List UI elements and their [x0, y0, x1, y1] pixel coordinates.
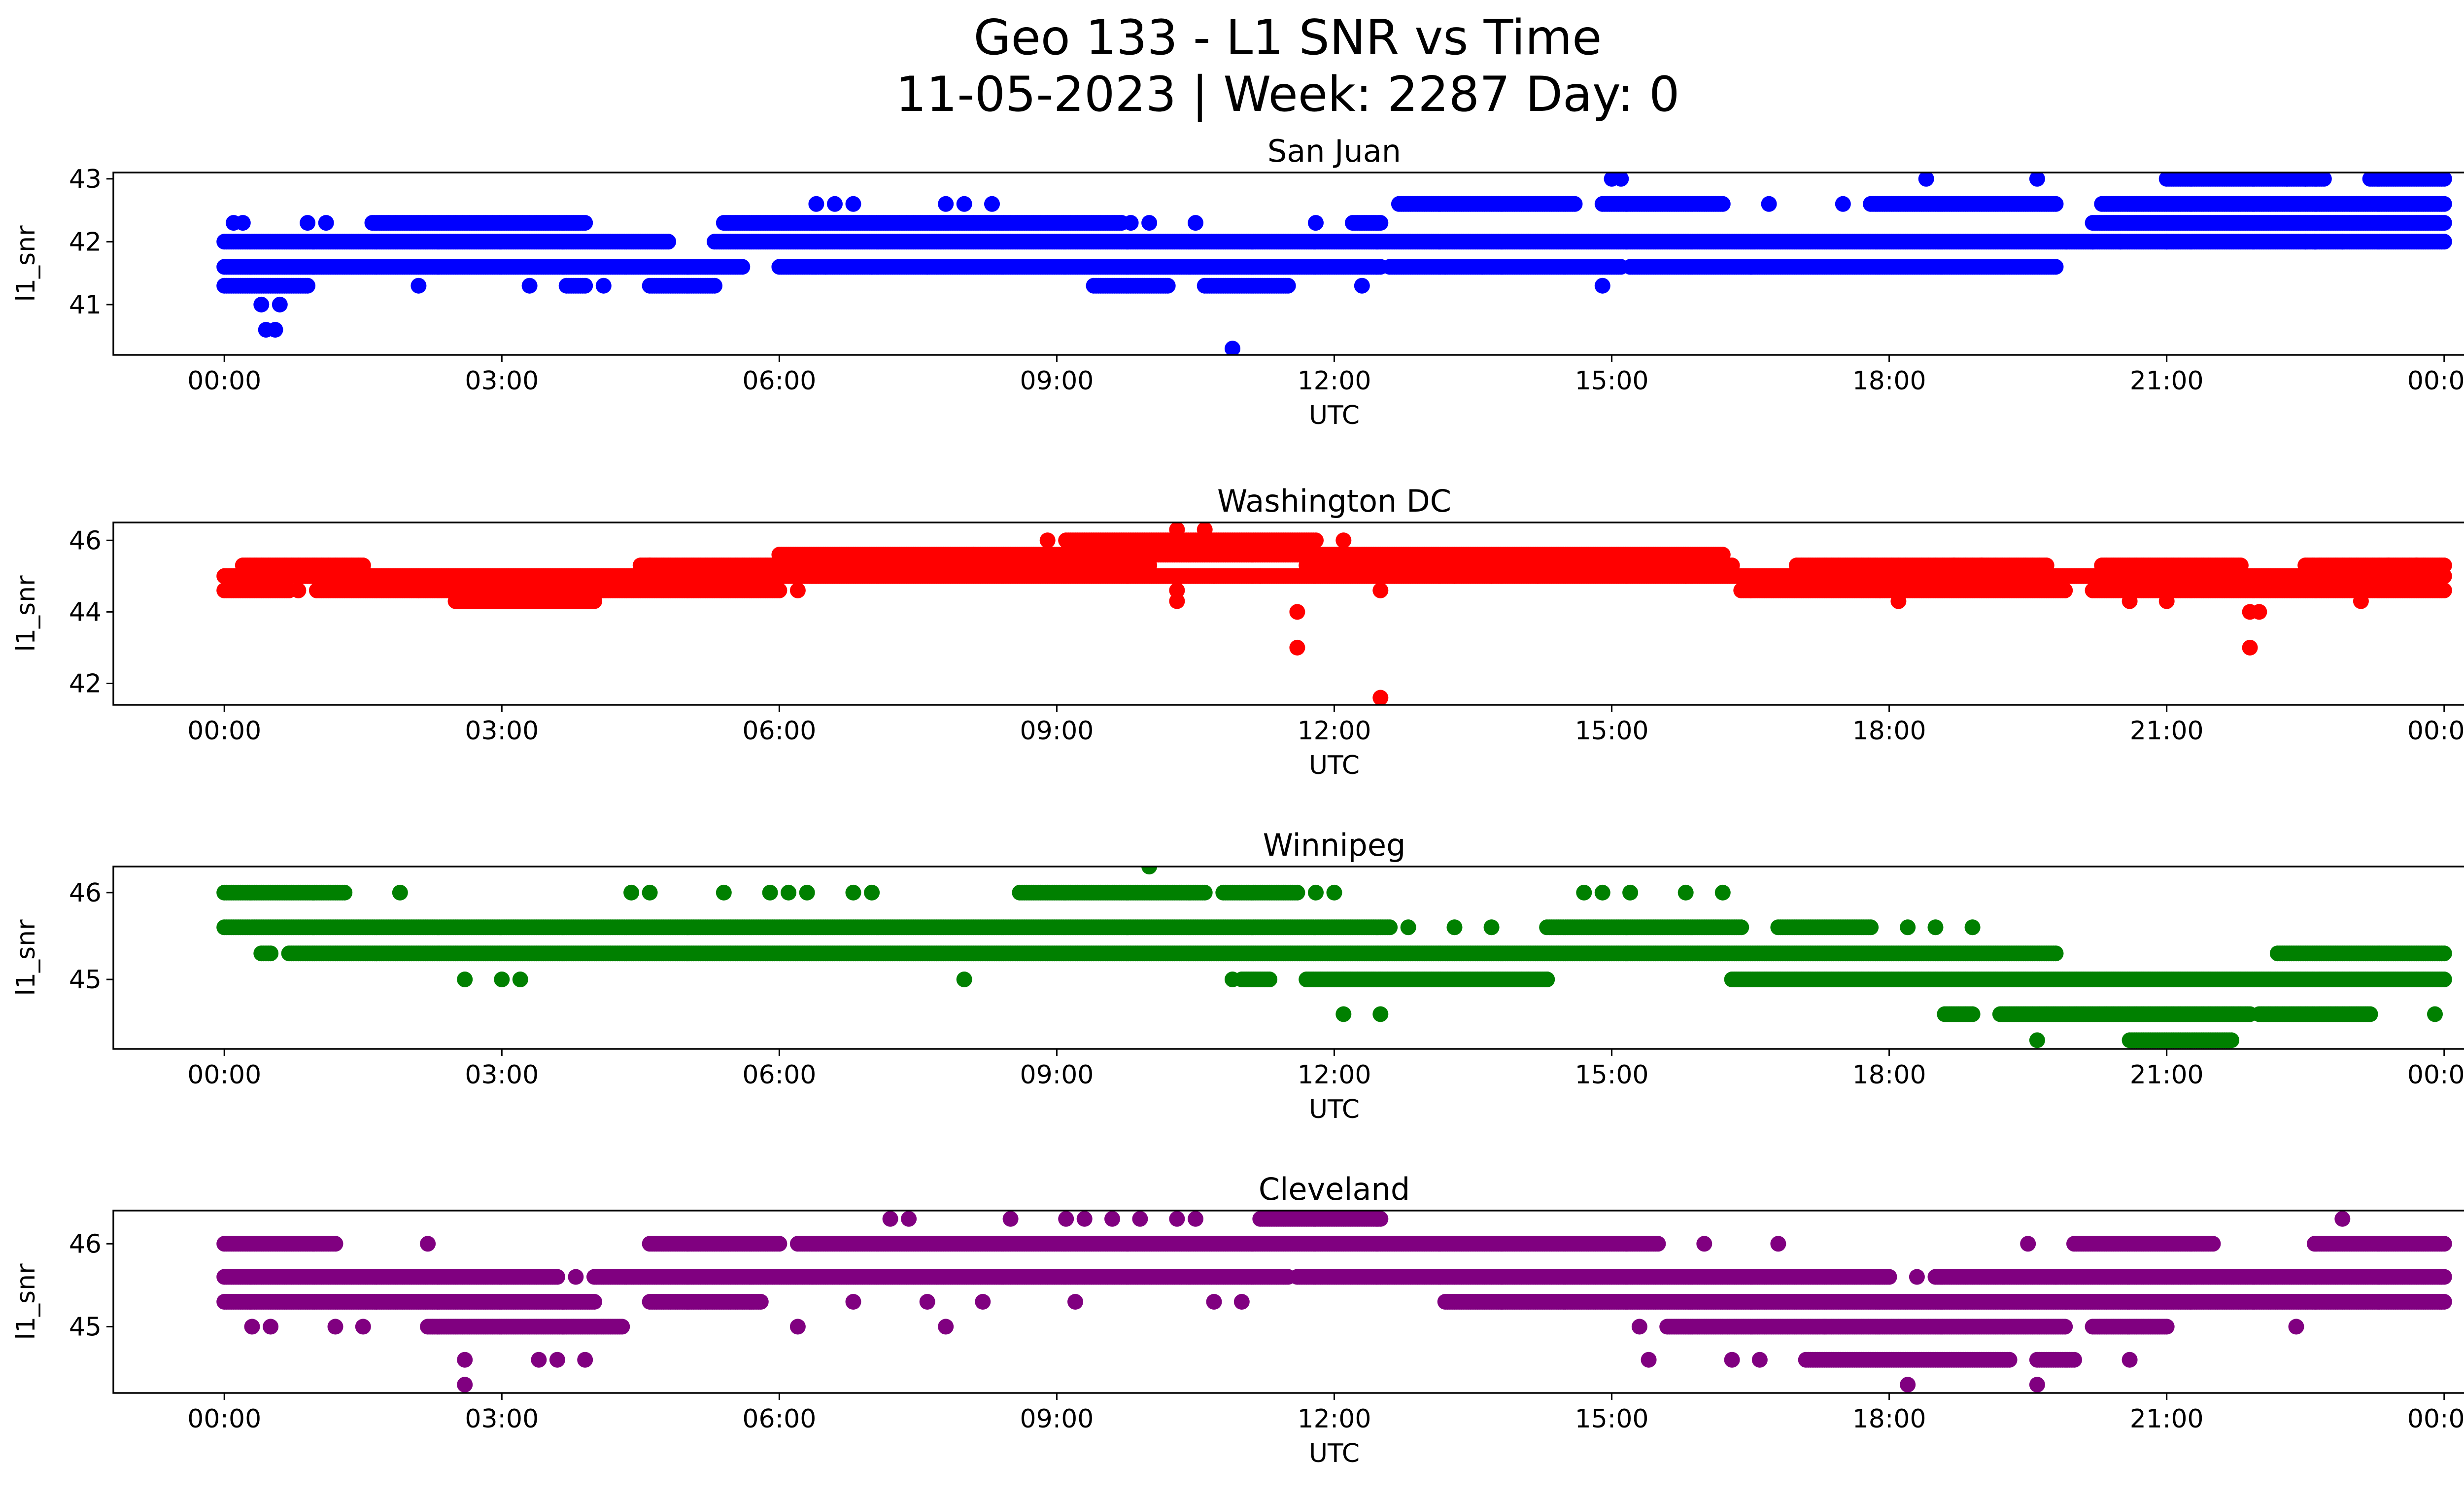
data-point — [919, 259, 935, 275]
data-point — [2307, 234, 2323, 250]
data-point — [2297, 173, 2314, 187]
data-point — [577, 215, 593, 231]
data-point — [2048, 259, 2064, 275]
x-tick-label: 00:00 — [2407, 366, 2464, 396]
subplot-title: Washington DC — [1217, 483, 1451, 519]
data-point — [2158, 234, 2175, 250]
data-point — [2436, 582, 2452, 598]
data-point — [827, 196, 843, 212]
data-point — [2334, 234, 2351, 250]
data-point — [272, 296, 288, 313]
subplot-title: San Juan — [1267, 133, 1401, 169]
data-point — [707, 278, 722, 294]
data-point — [253, 296, 270, 313]
data-point — [1141, 215, 1158, 231]
x-tick-label: 06:00 — [742, 366, 816, 396]
figure-title-line2: 11-05-2023 | Week: 2287 Day: 0 — [896, 67, 1680, 123]
data-point — [771, 582, 787, 598]
y-tick-label: 41 — [69, 290, 102, 320]
data-point — [2057, 582, 2073, 598]
data-point — [1918, 173, 1934, 187]
data-point — [2436, 215, 2452, 231]
data-point — [1372, 215, 1389, 231]
figure-title-line1: Geo 133 - L1 SNR vs Time — [974, 10, 1602, 66]
data-point — [1160, 278, 1176, 294]
y-tick-label: 43 — [69, 165, 102, 194]
data-point — [2436, 173, 2452, 187]
x-tick-label: 00:00 — [187, 366, 261, 396]
data-point — [2232, 557, 2249, 574]
data-point — [1123, 215, 1139, 231]
data-point — [818, 259, 834, 275]
scatter-series — [216, 522, 2452, 705]
data-point — [734, 259, 751, 275]
data-point — [808, 196, 824, 212]
data-point — [1225, 341, 1240, 355]
subplot-panels: San Juan 00:00 03:00 06:00 09:00 12:00 15:00 18… — [11, 133, 2464, 1468]
data-point — [1594, 278, 1610, 294]
data-point — [1308, 215, 1324, 231]
data-point — [2038, 557, 2054, 574]
data-point — [1437, 259, 1453, 275]
data-point — [1474, 259, 1490, 275]
x-tick-label: 03:00 — [465, 366, 539, 396]
data-point — [984, 196, 1000, 212]
data-point — [845, 196, 861, 212]
y-axis-label: l1_snr — [11, 225, 41, 302]
data-point — [938, 196, 954, 212]
data-point — [2279, 173, 2295, 187]
data-point — [2048, 196, 2064, 212]
data-point — [2029, 173, 2045, 187]
x-tick-label: 12:00 — [1298, 366, 1371, 396]
x-tick-label: 15:00 — [1575, 366, 1649, 396]
x-axis-label: UTC — [1309, 401, 1360, 430]
data-point — [1188, 215, 1203, 231]
data-point — [1724, 557, 1740, 574]
data-point — [267, 322, 283, 338]
data-point — [956, 196, 972, 212]
data-point — [864, 259, 880, 275]
data-point — [1743, 259, 1759, 275]
data-point — [300, 278, 316, 294]
scatter-series — [216, 173, 2452, 355]
data-point — [1613, 173, 1629, 187]
data-point — [235, 215, 251, 231]
data-point — [318, 215, 334, 231]
data-point — [355, 557, 371, 574]
data-point — [595, 278, 612, 294]
data-point — [2436, 234, 2452, 250]
data-point — [1835, 196, 1851, 212]
data-point — [521, 278, 538, 294]
x-tick-label: 21:00 — [2130, 366, 2204, 396]
x-tick-label: 09:00 — [1020, 366, 1094, 396]
data-point — [2085, 234, 2101, 250]
data-point — [2436, 196, 2452, 212]
data-point — [577, 278, 593, 294]
subplot-san-juan: San Juan 00:00 03:00 06:00 09:00 12:00 15:00 18… — [11, 133, 2464, 430]
data-point — [1354, 278, 1370, 294]
data-point — [2316, 173, 2332, 187]
x-tick-label: 18:00 — [1852, 366, 1926, 396]
data-point — [1761, 196, 1777, 212]
data-point — [660, 234, 677, 250]
y-tick-label: 42 — [69, 227, 102, 257]
data-point — [1714, 196, 1731, 212]
data-point — [1280, 278, 1296, 294]
data-point — [1567, 196, 1583, 212]
data-point — [411, 278, 427, 294]
data-point — [2112, 234, 2128, 250]
data-point — [300, 215, 316, 231]
